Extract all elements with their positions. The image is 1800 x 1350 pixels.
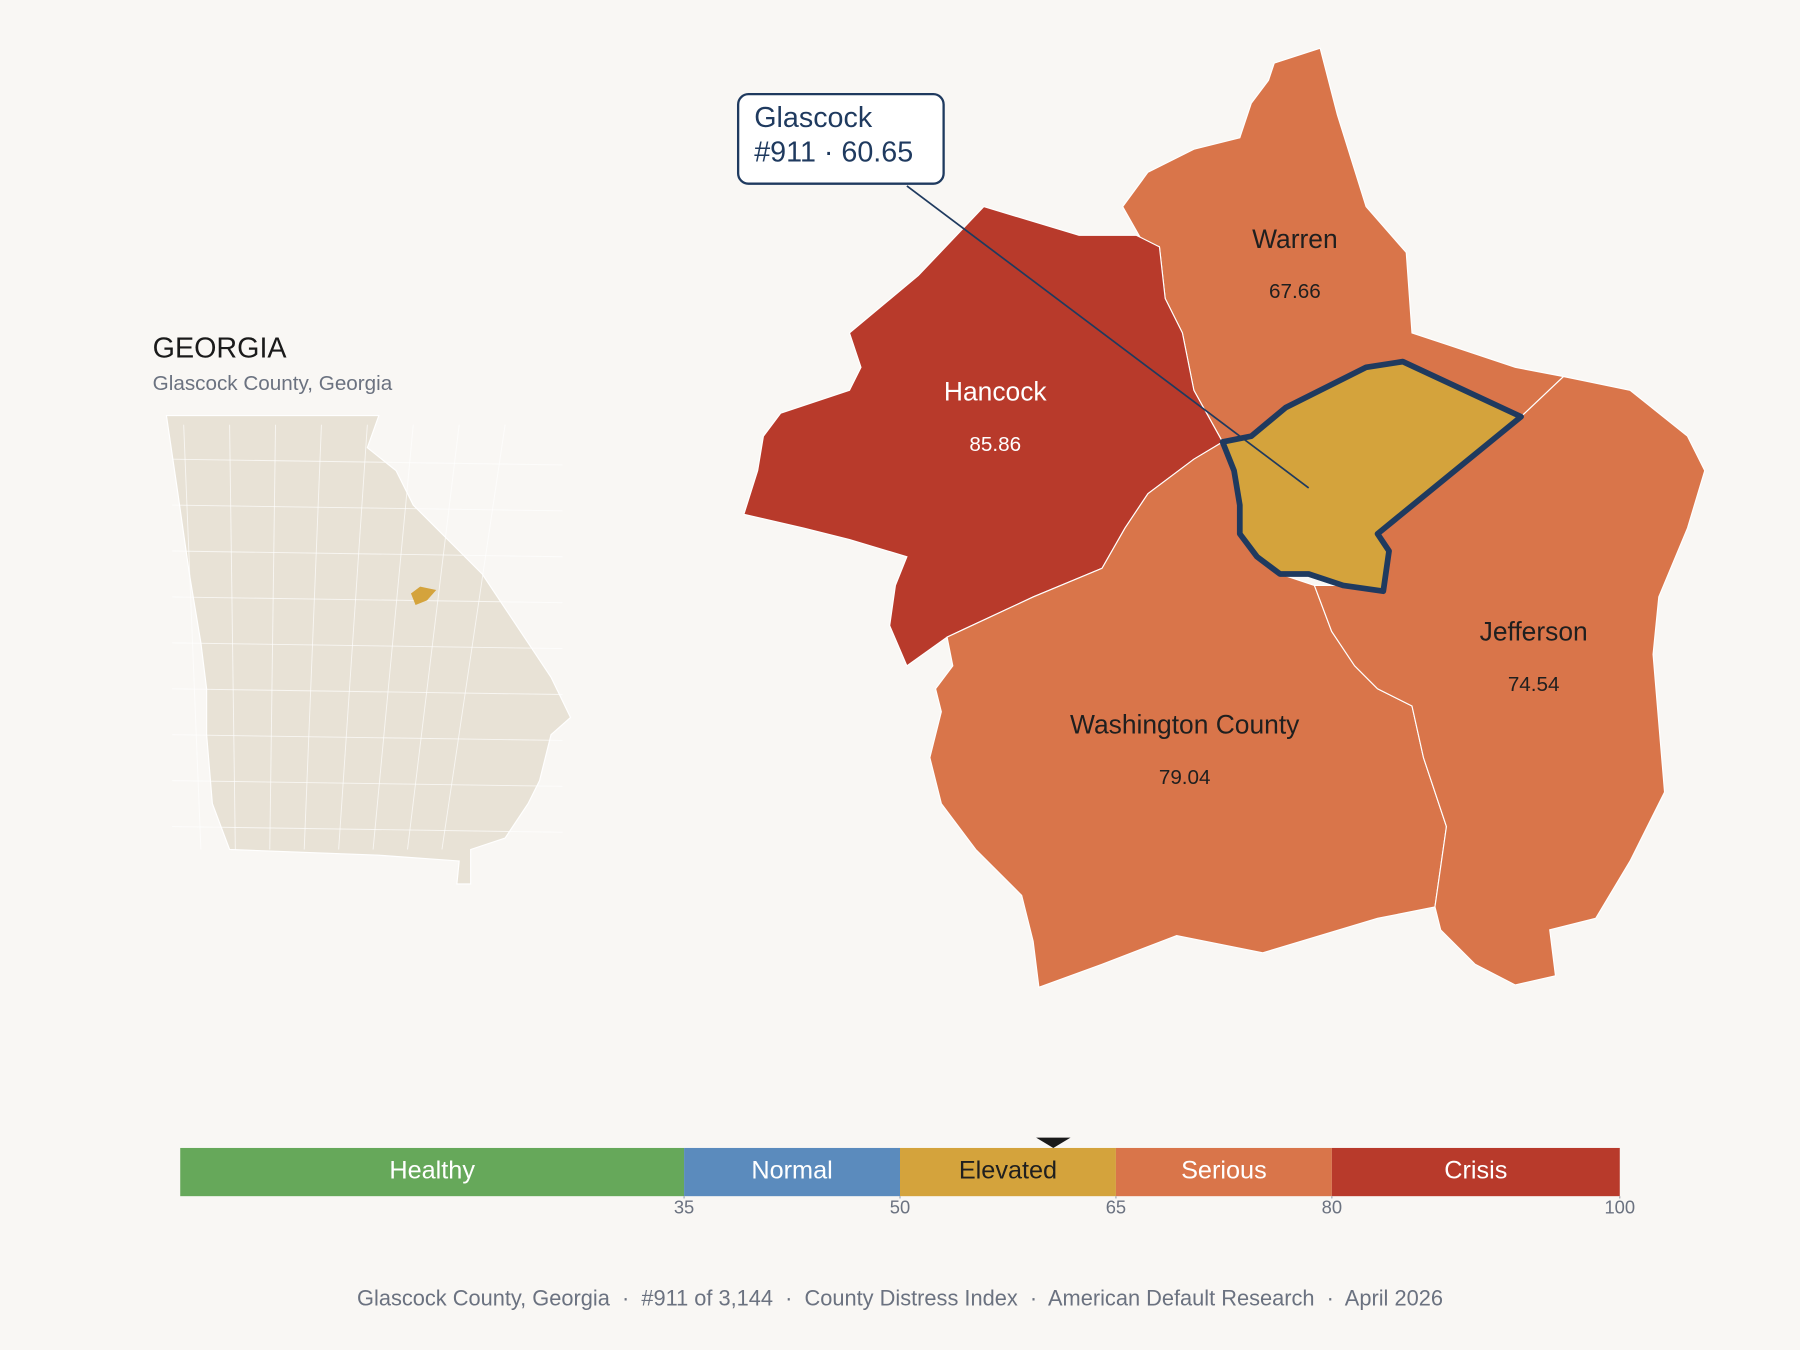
county-border [172,642,563,650]
county-border [229,424,236,850]
scale-band [900,1147,1116,1197]
scale-tick-label: 50 [890,1197,910,1218]
callout-name: Glascock [754,102,873,134]
county-border [172,458,563,466]
scale-tick-label: 100 [1604,1197,1635,1218]
county-border [441,424,506,850]
scale-tick-label: 65 [1106,1197,1126,1218]
county-value: 79.04 [1159,766,1211,789]
scale-band [1331,1147,1620,1197]
scale-marker [1036,1137,1071,1148]
county-border [172,504,563,512]
county-border [372,424,414,850]
callout-rank: #911 · 60.65 [754,136,913,168]
scale-band-label: Crisis [1444,1157,1507,1185]
state-outline [165,414,572,885]
county-border [407,424,460,850]
county-name: Hancock [944,377,1047,407]
state-title: GEORGIA [153,333,288,365]
scale-band [1115,1147,1332,1197]
county-border [303,424,322,850]
county-border [172,734,563,741]
callout-leader [906,185,1310,489]
county-value: 74.54 [1508,673,1560,696]
scale-tick-label: 80 [1322,1197,1342,1218]
callout-box [736,92,945,185]
county-border [172,826,563,833]
scale-band-label: Normal [751,1157,832,1185]
county-border [269,424,276,850]
scale-band-label: Healthy [389,1157,475,1185]
county-border [172,780,563,787]
footer: Glascock County, Georgia · #911 of 3,144… [357,1285,1443,1310]
county-value: 67.66 [1269,280,1321,303]
county-value: 85.86 [969,433,1021,456]
county [1313,375,1706,986]
scale-band [684,1147,900,1197]
county-border [183,424,202,850]
scale-band [180,1147,685,1197]
county-border [338,424,368,850]
county [743,205,1224,667]
state-focus [410,586,437,605]
focus-county [1219,358,1524,595]
county-name: Washington County [1070,710,1300,740]
scale-band-label: Serious [1181,1157,1267,1185]
county-border [172,688,563,695]
county-border [172,596,563,604]
county-border [172,550,563,558]
county-name: Jefferson [1480,617,1588,647]
state-subtitle: Glascock County, Georgia [153,372,393,395]
scale-tick-label: 35 [674,1197,694,1218]
county-name: Warren [1252,224,1338,254]
scale-band-label: Elevated [959,1157,1057,1185]
